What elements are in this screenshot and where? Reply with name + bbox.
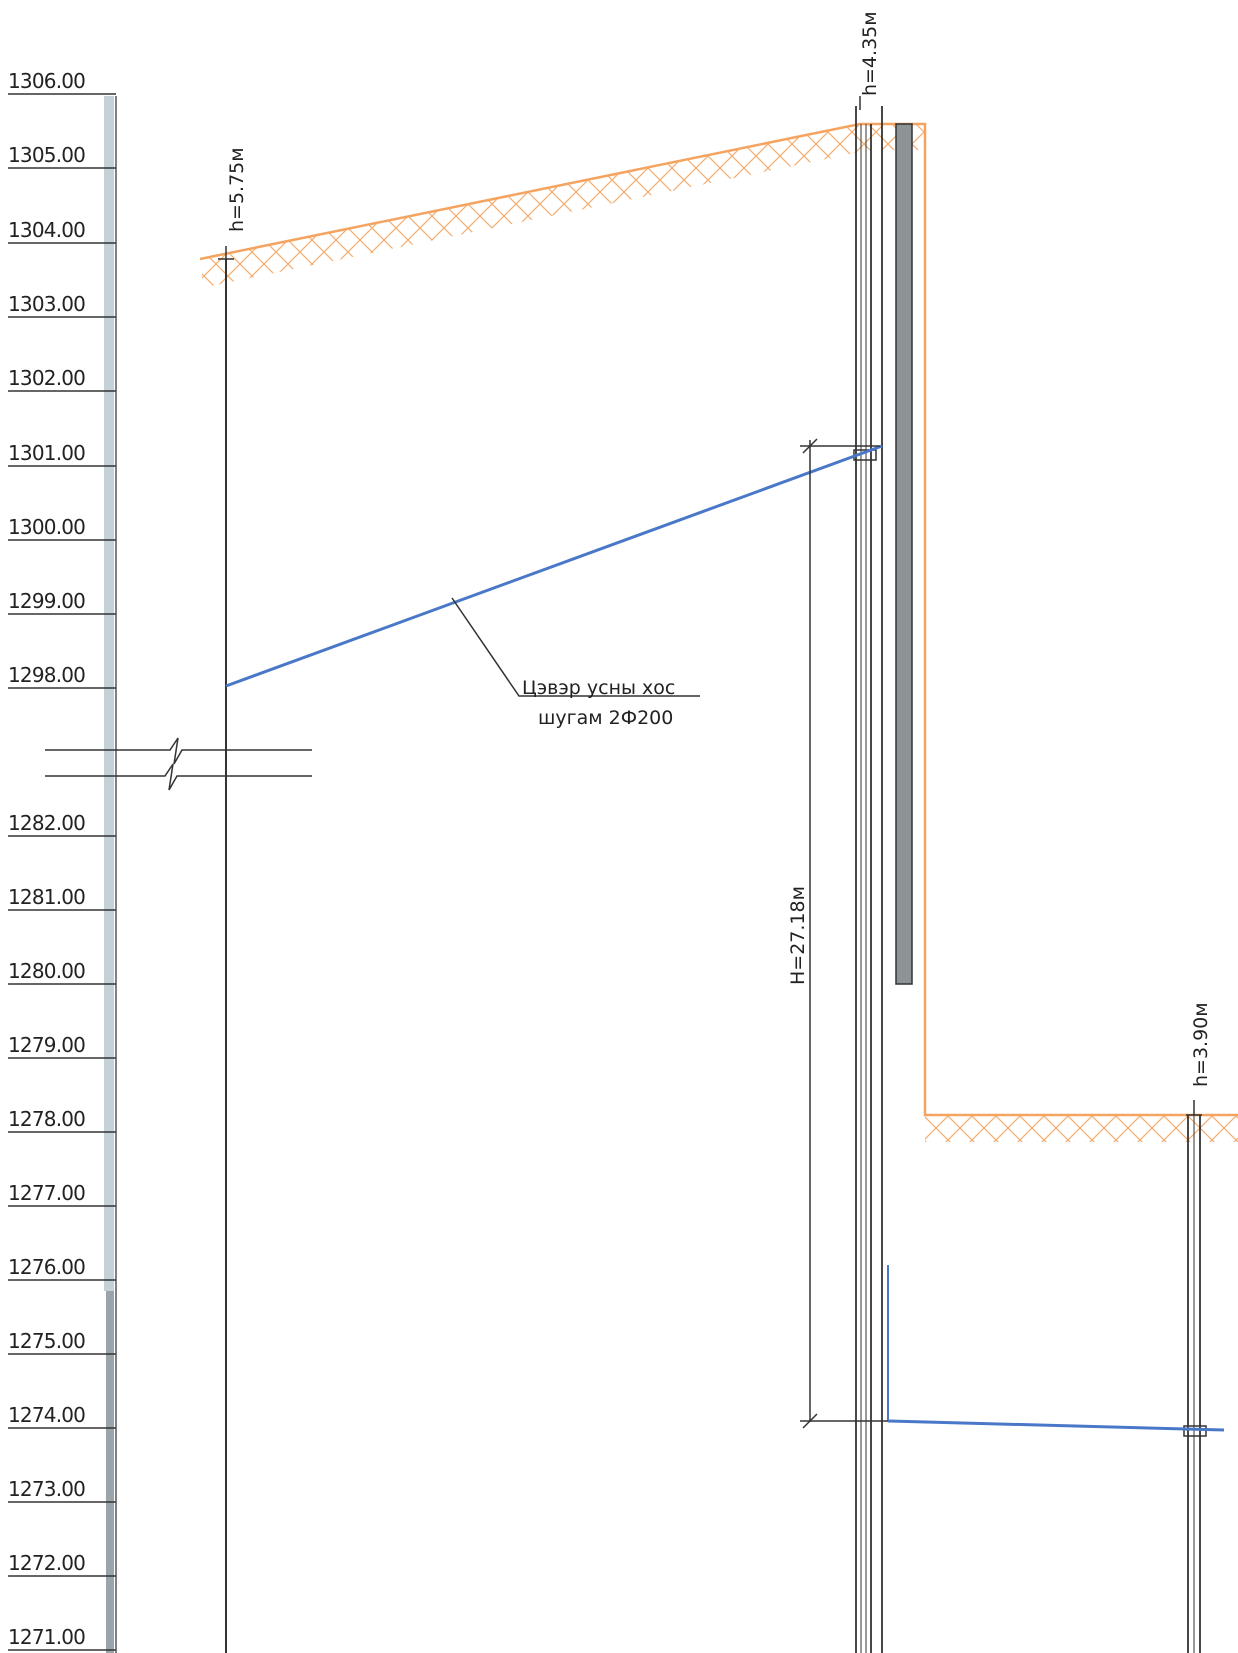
- water-pipe-lower: [887, 1419, 1225, 1432]
- elevation-label: 1279.00: [8, 1033, 85, 1057]
- ruler-bar: [104, 96, 114, 756]
- elevation-labels: 1306.00 1305.00 1304.00 1303.00 1302.00 …: [8, 69, 116, 1651]
- elevation-label: 1280.00: [8, 959, 85, 983]
- elevation-label: 1272.00: [8, 1551, 85, 1575]
- elevation-label: 1298.00: [8, 663, 85, 687]
- well-casing: [895, 123, 913, 985]
- elevation-label: 1281.00: [8, 885, 85, 909]
- elevation-label: 1303.00: [8, 292, 85, 316]
- elevation-label: 1302.00: [8, 366, 85, 390]
- ground-hatch-lower: [925, 1115, 1238, 1142]
- water-pipe-upper: [225, 444, 883, 688]
- ruler-bar-dark: [106, 1291, 114, 1653]
- water-pipes: [225, 444, 1225, 1432]
- elevation-label: 1299.00: [8, 589, 85, 613]
- ground-line-upper: [199, 122, 1238, 1117]
- well-right: h=3.90м: [1183, 1002, 1212, 1653]
- well-depth-label: h=5.75м: [226, 147, 248, 232]
- elevation-label: 1274.00: [8, 1403, 85, 1427]
- pipe-note-line1: Цэвэр усны хоc: [522, 677, 675, 699]
- scale-break-symbol: [45, 737, 312, 791]
- elevation-label: 1301.00: [8, 441, 85, 465]
- elevation-label: 1273.00: [8, 1477, 85, 1501]
- head-dimension-label: H=27.18м: [787, 886, 809, 985]
- ruler-bar-lower: [104, 756, 114, 1291]
- elevation-label: 1305.00: [8, 143, 85, 167]
- well-middle: h=4.35м: [853, 11, 913, 1653]
- elevation-label: 1282.00: [8, 811, 85, 835]
- elevation-label: 1277.00: [8, 1181, 85, 1205]
- ground-surface: [199, 122, 1238, 1142]
- elevation-label: 1300.00: [8, 515, 85, 539]
- elevation-label: 1275.00: [8, 1329, 85, 1353]
- pipe-note-line2: шугам 2Ф200: [538, 707, 673, 729]
- well-depth-label: h=4.35м: [859, 11, 881, 96]
- head-dimension: [800, 438, 888, 1429]
- elevation-label: 1304.00: [8, 218, 85, 242]
- well-depth-label: h=3.90м: [1190, 1002, 1212, 1087]
- ground-hatch-upper: [202, 124, 925, 288]
- elevation-label: 1276.00: [8, 1255, 85, 1279]
- elevation-label: 1306.00: [8, 69, 85, 93]
- elevation-ruler: [104, 96, 117, 1653]
- well-left: h=5.75м: [218, 147, 248, 1653]
- pipe-note: Цэвэр усны хоc шугам 2Ф200: [451, 597, 700, 729]
- elevation-label: 1278.00: [8, 1107, 85, 1131]
- elevation-label: 1271.00: [8, 1625, 85, 1649]
